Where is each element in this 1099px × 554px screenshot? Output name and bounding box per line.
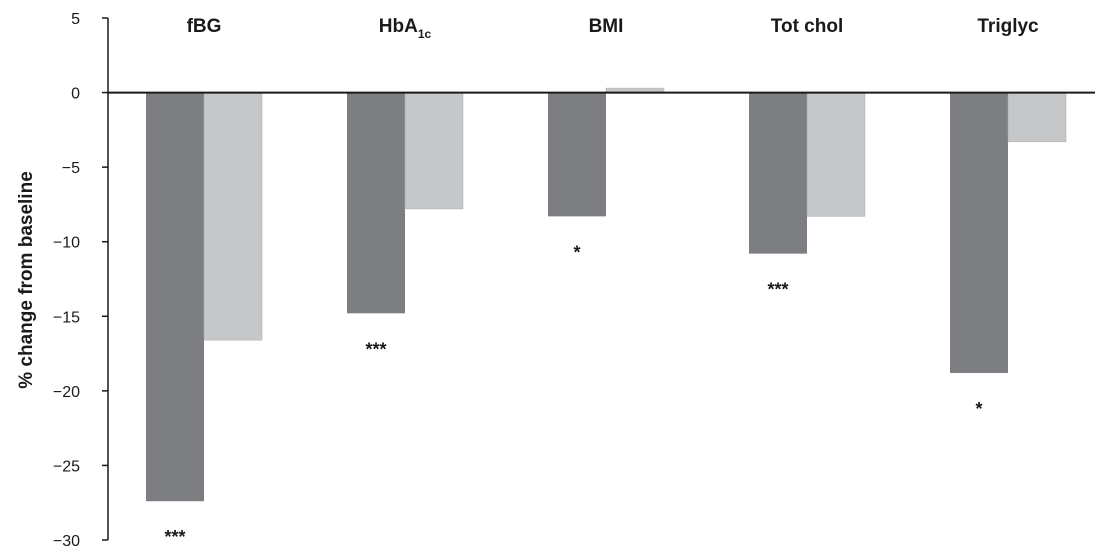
- bar-fbg-series-2: [203, 92, 263, 341]
- bar-fbg-series-1: [146, 92, 204, 502]
- bar-triglyc-series-1: [950, 92, 1008, 373]
- significance-marker: ***: [767, 280, 788, 300]
- significance-marker: ***: [365, 339, 386, 359]
- bar-hba1c-series-2: [404, 92, 464, 210]
- significance-labels: ***********: [164, 242, 982, 547]
- y-tick-label: −25: [53, 458, 80, 475]
- significance-marker: *: [573, 242, 580, 262]
- bar-hba1c-series-1: [347, 92, 405, 314]
- bar-triglyc-series-2: [1007, 92, 1067, 143]
- y-tick-label: 5: [71, 11, 80, 28]
- bars: [146, 87, 1067, 502]
- category-labels: fBG HbA1c BMI Tot chol Triglyc: [187, 16, 1039, 41]
- y-tick-label: −5: [62, 160, 80, 177]
- significance-marker: ***: [164, 527, 185, 547]
- bar-tot-chol-series-1: [749, 92, 807, 254]
- y-axis-label: % change from baseline: [16, 171, 37, 389]
- category-label-bmi: BMI: [589, 16, 624, 37]
- y-tick-label: −10: [53, 235, 80, 252]
- category-label-fbg: fBG: [187, 16, 222, 37]
- category-label-tot-chol: Tot chol: [771, 16, 843, 37]
- significance-marker: *: [975, 399, 982, 419]
- y-tick-label: 0: [71, 86, 80, 103]
- y-tick-label: −20: [53, 384, 80, 401]
- y-tick-label: −15: [53, 309, 80, 326]
- category-label-triglyc: Triglyc: [977, 16, 1039, 37]
- bar-bmi-series-1: [548, 92, 606, 217]
- y-axis-ticks: 5 0 −5 −10 −15 −20 −25 −30: [53, 11, 108, 550]
- y-tick-label: −30: [53, 533, 80, 550]
- category-label-hba1c: HbA1c: [379, 16, 432, 41]
- bar-tot-chol-series-2: [806, 92, 866, 217]
